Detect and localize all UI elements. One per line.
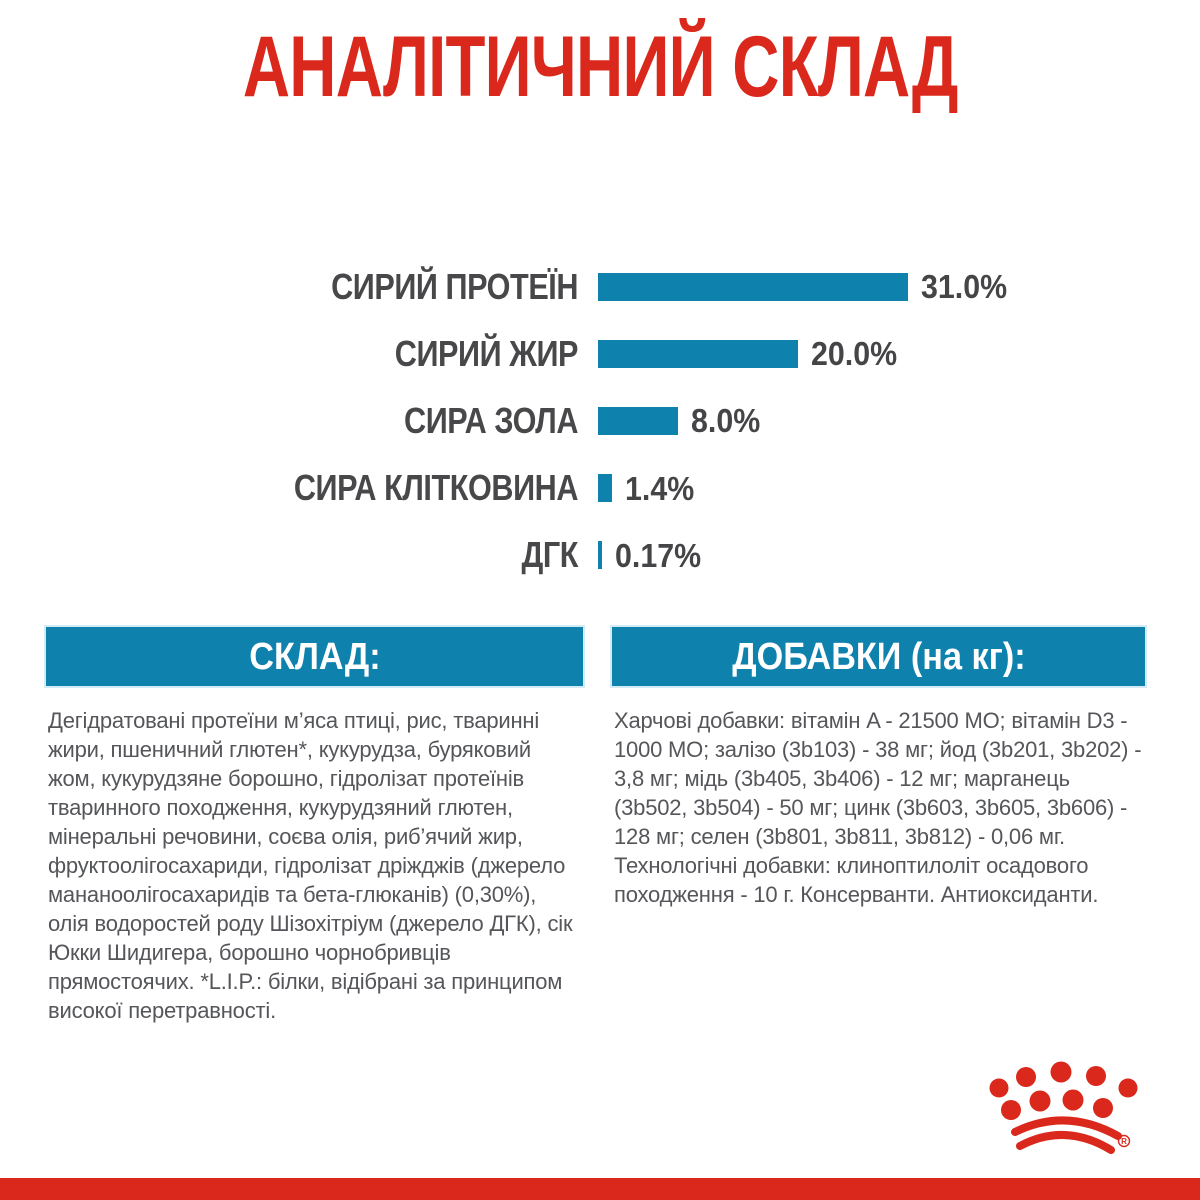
chart-bar <box>598 474 612 503</box>
chart-bar-value: 1.4% <box>625 469 695 507</box>
composition-header: СКЛАД: <box>248 635 381 678</box>
title-wrap: АНАЛІТИЧНИЙ СКЛАД <box>0 24 1200 110</box>
crown-arcs <box>1011 1116 1122 1154</box>
bar-chart: СИРИЙ ПРОТЕЇН 31.0% СИРИЙ ЖИР 20.0% СИРА ЗОЛ… <box>0 253 1200 589</box>
chart-bar-value: 8.0% <box>691 402 761 440</box>
chart-row: ДГК 0.17% <box>0 522 1200 589</box>
chart-row-label: СИРА КЛІТКОВИНА <box>293 467 579 509</box>
additives-body-text: Харчові добавки: вітамін A - 21500 МО; в… <box>614 708 1142 907</box>
chart-row: СИРА ЗОЛА 8.0% <box>0 387 1200 454</box>
chart-row-label: СИРИЙ ПРОТЕЇН <box>331 265 578 307</box>
chart-bar-value: 31.0% <box>921 268 1008 306</box>
chart-row: СИРА КЛІТКОВИНА 1.4% <box>0 455 1200 522</box>
chart-bar <box>598 406 678 435</box>
chart-bar-value: 0.17% <box>614 536 701 574</box>
chart-bar <box>598 541 602 570</box>
chart-row: СИРИЙ ЖИР 20.0% <box>0 320 1200 387</box>
chart-bar-value: 20.0% <box>811 335 898 373</box>
chart-row-label: СИРИЙ ЖИР <box>394 332 579 374</box>
chart-bar <box>598 272 908 301</box>
crown-dots <box>989 1061 1138 1120</box>
composition-header-box: СКЛАД: <box>46 627 583 686</box>
chart-row-label: СИРА ЗОЛА <box>404 399 578 441</box>
royal-canin-crown-logo: R <box>989 1061 1138 1154</box>
chart-row: СИРИЙ ПРОТЕЇН 31.0% <box>0 253 1200 320</box>
footer-red-strip <box>0 1178 1200 1200</box>
additives-header-box: ДОБАВКИ (на кг): <box>612 627 1145 686</box>
composition-body-text: Дегідратовані протеїни м’яса птиці, рис,… <box>48 708 573 1023</box>
chart-bar <box>598 339 798 368</box>
registered-trademark-icon: R <box>1117 1134 1131 1148</box>
svg-text:R: R <box>1121 1137 1127 1146</box>
page-title: АНАЛІТИЧНИЙ СКЛАД <box>242 19 959 115</box>
chart-row-label: ДГК <box>521 534 578 576</box>
additives-header: ДОБАВКИ (на кг): <box>731 635 1026 678</box>
